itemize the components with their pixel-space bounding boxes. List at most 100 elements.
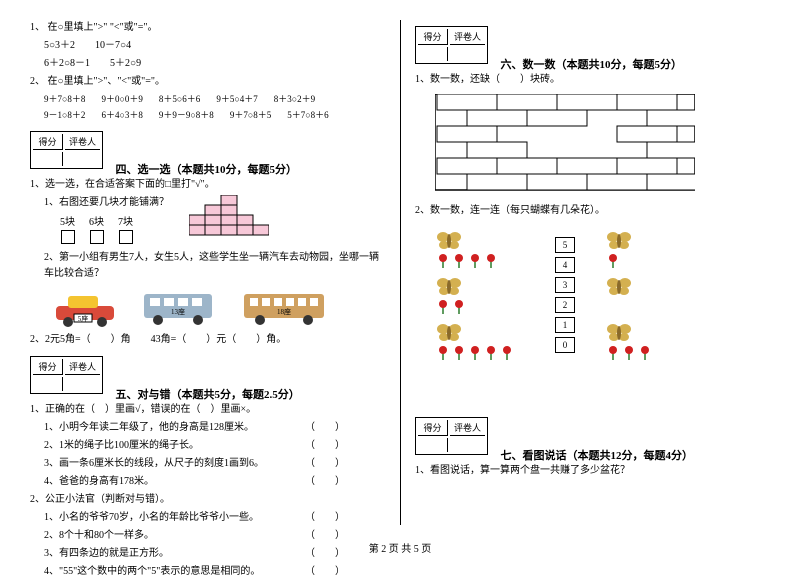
block-grid-figure <box>189 195 269 239</box>
s4-intro: 1、选一选，在合适答案下面的□里打"√"。 <box>30 177 385 193</box>
column-divider <box>400 20 401 525</box>
q1-num: 1、 <box>30 22 45 33</box>
opt-5-label: 5块 <box>60 213 75 228</box>
num-box: 5 <box>555 237 575 253</box>
s4-q22: 2、2元5角=（ ）角 43角=（ ）元（ ）角。 <box>30 332 385 348</box>
seat-5: 5座 <box>78 314 89 323</box>
s4-sub1-text: 1、右图还要几块才能铺满？ <box>30 195 169 211</box>
q2-text: 在○里填上">"、"<"或"="。 <box>48 76 165 87</box>
check-square[interactable] <box>119 230 133 244</box>
s5-i4: 4、爸爸的身高有178米。 （ ） <box>44 474 385 490</box>
score-a: 得分 <box>418 29 448 45</box>
butterfly-figure: 5 4 3 2 1 0 <box>435 229 770 361</box>
s6-q2: 2、数一数，连一连（每只蝴蝶有几朵花）。 <box>415 203 770 219</box>
section5-title: 五、对与错（本题共5分，每题2.5分） <box>116 389 300 401</box>
q2e: 8＋3○2＋9 <box>274 92 315 106</box>
q1-r2-a: 6＋2○8－1 <box>44 56 90 72</box>
paren: （ ） <box>305 420 345 436</box>
score-b: 评卷人 <box>65 134 100 150</box>
vehicle-car: 5座 <box>50 292 120 328</box>
q1-r2-b: 5＋2○9 <box>110 56 141 72</box>
brick-wall-figure <box>435 94 770 197</box>
butterfly-flowers-icon <box>605 275 695 315</box>
opt-7-label: 7块 <box>118 213 133 228</box>
num-box: 1 <box>555 317 575 333</box>
right-groups <box>605 229 695 361</box>
score-a: 得分 <box>33 134 63 150</box>
butterfly-flowers-icon <box>435 229 525 269</box>
check-square[interactable] <box>61 230 75 244</box>
q1-text: 在○里填上">" "<"或"="。 <box>48 22 158 33</box>
paren: （ ） <box>305 510 345 526</box>
q2b: 9＋0○0＋9 <box>101 92 142 106</box>
section7-title: 七、看图说话（本题共12分，每题4分） <box>501 450 694 462</box>
q1-prompt: 1、 在○里填上">" "<"或"="。 <box>30 20 385 36</box>
left-groups <box>435 229 525 361</box>
num-box: 4 <box>555 257 575 273</box>
paren: （ ） <box>305 456 345 472</box>
score-box-7: 得分评卷人 七、看图说话（本题共12分，每题4分） <box>415 411 770 463</box>
s5-intro2: 2、公正小法官（判断对与错）。 <box>30 492 385 508</box>
q1-row2: 6＋2○8－1 5＋2○9 <box>30 56 385 72</box>
s5-i2-text: 2、1米的绳子比100厘米的绳子长。 <box>44 438 199 454</box>
q2-row1: 9＋7○8＋8 9＋0○0＋9 8＋5○6＋6 9＋5○4＋7 8＋3○2＋9 <box>30 92 385 106</box>
vehicles-row: 5座 13座 18座 <box>50 288 385 328</box>
s5-i3: 3、画一条6厘米长的线段，从尺子的刻度1画到6。 （ ） <box>44 456 385 472</box>
s5-i2: 2、1米的绳子比100厘米的绳子长。 （ ） <box>44 438 385 454</box>
left-column: 1、 在○里填上">" "<"或"="。 5○3＋2 10－7○4 6＋2○8－… <box>30 20 385 525</box>
paren: （ ） <box>305 474 345 490</box>
score-b: 评卷人 <box>450 420 485 436</box>
s4-sub2-text: 2、第一小组有男生7人，女生5人，这些学生坐一辆汽车去动物园，坐哪一辆车比较合适… <box>30 250 385 282</box>
s4-sub1-row: 1、右图还要几块才能铺满？ 5块 6块 7块 <box>30 195 385 244</box>
check-square[interactable] <box>90 230 104 244</box>
s4-sub1-options: 5块 6块 7块 <box>60 213 169 244</box>
q2i: 9＋7○8＋5 <box>230 108 271 122</box>
score-box-5: 得分评卷人 五、对与错（本题共5分，每题2.5分） <box>30 350 385 402</box>
seat-18: 18座 <box>277 307 291 316</box>
q2c: 8＋5○6＋6 <box>159 92 200 106</box>
q2f: 9－1○8＋2 <box>44 108 85 122</box>
q2d: 9＋5○4＋7 <box>216 92 257 106</box>
q2j: 5＋7○8＋6 <box>287 108 328 122</box>
s5-i1: 1、小明今年读二年级了，他的身高是128厘米。 （ ） <box>44 420 385 436</box>
num-box: 0 <box>555 337 575 353</box>
q2-row2: 9－1○8＋2 6＋4○3＋8 9＋9－9○8＋8 9＋7○8＋5 5＋7○8＋… <box>30 108 385 122</box>
opt-5: 5块 <box>60 213 75 244</box>
score-box-4: 得分评卷人 四、选一选（本题共10分，每题5分） <box>30 125 385 177</box>
butterfly-flowers-icon <box>435 321 525 361</box>
q2h: 9＋9－9○8＋8 <box>159 108 214 122</box>
s5-intro: 1、正确的在（ ）里画√，错误的在（ ）里画×。 <box>30 402 385 418</box>
score-a: 得分 <box>33 359 63 375</box>
paren: （ ） <box>305 564 345 580</box>
s5b-i4: 4、"55"这个数中的两个"5"表示的意思是相同的。 （ ） <box>44 564 385 580</box>
score-b: 评卷人 <box>65 359 100 375</box>
s5-i4-text: 4、爸爸的身高有178米。 <box>44 474 154 490</box>
score-b: 评卷人 <box>450 29 485 45</box>
s5b-i1-text: 1、小名的爷爷70岁，小名的年龄比爷爷小一些。 <box>44 510 259 526</box>
opt-6-label: 6块 <box>89 213 104 228</box>
score-a: 得分 <box>418 420 448 436</box>
vehicle-bus: 18座 <box>240 288 330 328</box>
s5-i1-text: 1、小明今年读二年级了，他的身高是128厘米。 <box>44 420 254 436</box>
s5-i3-text: 3、画一条6厘米长的线段，从尺子的刻度1画到6。 <box>44 456 264 472</box>
page-footer: 第 2 页 共 5 页 <box>0 540 800 555</box>
butterfly-flowers-icon <box>435 275 525 315</box>
q2g: 6＋4○3＋8 <box>101 108 142 122</box>
s5-items: 1、小明今年读二年级了，他的身高是128厘米。 （ ） 2、1米的绳子比100厘米… <box>30 420 385 490</box>
num-box: 3 <box>555 277 575 293</box>
number-column: 5 4 3 2 1 0 <box>555 237 575 353</box>
section4-title: 四、选一选（本题共10分，每题5分） <box>116 164 298 176</box>
num-box: 2 <box>555 297 575 313</box>
vehicle-minibus: 13座 <box>140 288 220 328</box>
seat-13: 13座 <box>171 307 185 316</box>
s6-q1: 1、数一数，还缺（ ）块砖。 <box>415 72 770 88</box>
q2a: 9＋7○8＋8 <box>44 92 85 106</box>
s7-q1: 1、看图说话，算一算两个盘一共赚了多少盆花？ <box>415 463 770 479</box>
butterfly-flowers-icon <box>605 229 695 269</box>
q1-r1-b: 10－7○4 <box>95 38 131 54</box>
paren: （ ） <box>305 438 345 454</box>
butterfly-flowers-icon <box>605 321 695 361</box>
opt-6: 6块 <box>89 213 104 244</box>
q1-row1: 5○3＋2 10－7○4 <box>30 38 385 54</box>
s5b-i4-text: 4、"55"这个数中的两个"5"表示的意思是相同的。 <box>44 564 260 580</box>
